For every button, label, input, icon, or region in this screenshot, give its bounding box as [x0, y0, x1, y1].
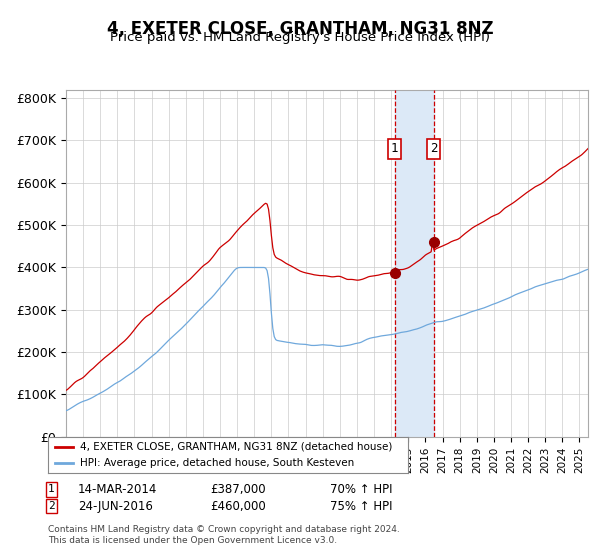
Text: £387,000: £387,000	[210, 483, 266, 496]
Text: 2: 2	[430, 142, 437, 155]
Text: 75% ↑ HPI: 75% ↑ HPI	[330, 500, 392, 512]
Text: 4, EXETER CLOSE, GRANTHAM, NG31 8NZ (detached house): 4, EXETER CLOSE, GRANTHAM, NG31 8NZ (det…	[80, 442, 393, 452]
Text: Price paid vs. HM Land Registry's House Price Index (HPI): Price paid vs. HM Land Registry's House …	[110, 31, 490, 44]
Text: Contains HM Land Registry data © Crown copyright and database right 2024.
This d: Contains HM Land Registry data © Crown c…	[48, 525, 400, 545]
Text: 24-JUN-2016: 24-JUN-2016	[78, 500, 153, 512]
Text: HPI: Average price, detached house, South Kesteven: HPI: Average price, detached house, Sout…	[80, 458, 355, 468]
Text: 2: 2	[48, 501, 55, 511]
Text: 14-MAR-2014: 14-MAR-2014	[78, 483, 157, 496]
Text: 70% ↑ HPI: 70% ↑ HPI	[330, 483, 392, 496]
Text: 4, EXETER CLOSE, GRANTHAM, NG31 8NZ: 4, EXETER CLOSE, GRANTHAM, NG31 8NZ	[107, 20, 493, 38]
Text: £460,000: £460,000	[210, 500, 266, 512]
Text: 1: 1	[391, 142, 398, 155]
Bar	[395, 90, 434, 437]
Text: 1: 1	[48, 484, 55, 494]
